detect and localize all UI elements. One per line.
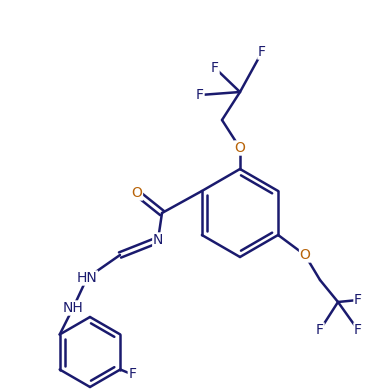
Text: F: F xyxy=(211,61,219,75)
Text: F: F xyxy=(354,293,362,307)
Text: HN: HN xyxy=(77,271,97,285)
Text: F: F xyxy=(128,368,136,381)
Text: NH: NH xyxy=(63,301,83,315)
Text: O: O xyxy=(235,141,245,155)
Text: F: F xyxy=(354,323,362,337)
Text: F: F xyxy=(258,45,266,59)
Text: N: N xyxy=(153,233,163,247)
Text: F: F xyxy=(316,323,324,337)
Text: O: O xyxy=(131,186,142,200)
Text: F: F xyxy=(196,88,204,102)
Text: O: O xyxy=(300,248,311,262)
